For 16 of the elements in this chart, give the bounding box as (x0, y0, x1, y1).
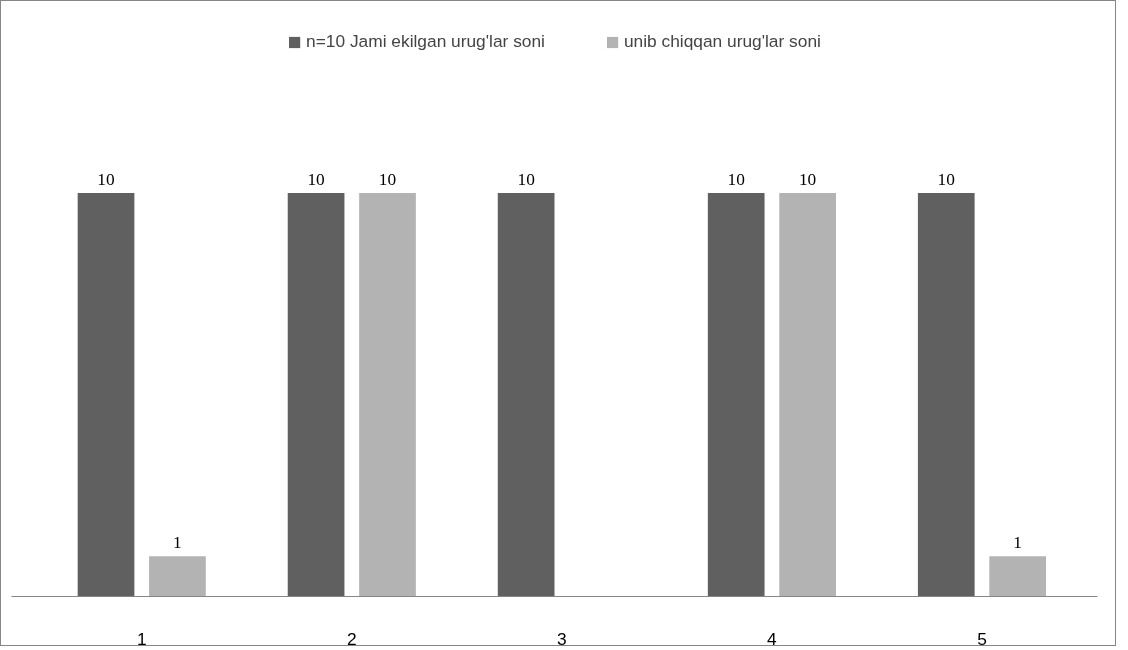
x-tick-label: 5 (977, 628, 987, 649)
data-label: 10 (937, 170, 955, 190)
x-tick-label: 1 (136, 628, 147, 649)
data-label: 10 (97, 170, 115, 190)
legend-label: unib chiqqan urug'lar soni (623, 31, 821, 52)
data-label: 1 (173, 533, 182, 553)
x-tick-label: 4 (767, 628, 778, 649)
data-label: 1 (1013, 533, 1023, 553)
x-tick-label: 3 (557, 628, 567, 649)
x-tick-label: 2 (346, 628, 357, 649)
data-label: 10 (307, 170, 325, 190)
data-label: 10 (798, 170, 817, 190)
data-label: 10 (727, 170, 745, 190)
data-label: 10 (517, 170, 535, 190)
data-label: 10 (378, 170, 397, 190)
legend-label: n=10 Jami ekilgan urug'lar soni (306, 31, 545, 52)
